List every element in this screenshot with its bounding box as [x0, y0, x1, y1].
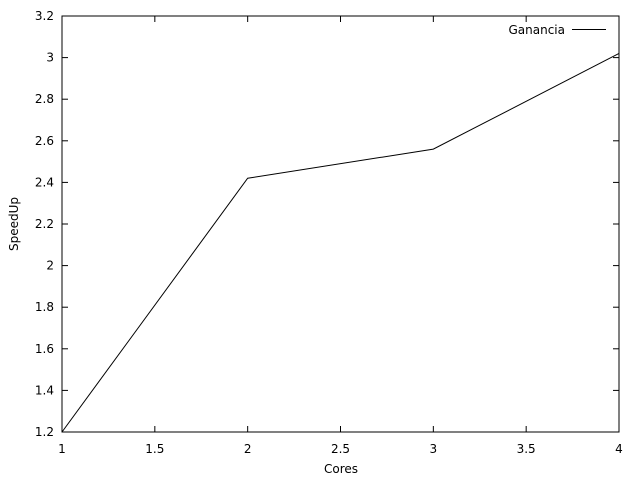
- y-tick-label: 1.2: [35, 425, 54, 439]
- x-tick-label: 2: [244, 442, 252, 456]
- x-tick-label: 1: [58, 442, 66, 456]
- y-tick-label: 2.8: [35, 92, 54, 106]
- y-axis-label: SpeedUp: [7, 197, 21, 251]
- y-tick-label: 3.2: [35, 9, 54, 23]
- y-tick-label: 2.4: [35, 175, 54, 189]
- y-tick-label: 1.4: [35, 383, 54, 397]
- x-tick-label: 3.5: [517, 442, 536, 456]
- y-tick-label: 2.6: [35, 134, 54, 148]
- x-tick-label: 3: [430, 442, 438, 456]
- plot-border: [61, 15, 620, 433]
- tick-marks: [61, 15, 620, 433]
- y-tick-label: 2.2: [35, 217, 54, 231]
- tick-labels: 1 1.5 2 2.5 3 3.5 4 1.2 1.4 1.6 1.8 2 2.2 2.4 2.6 2.8 3 3…: [35, 9, 623, 456]
- x-tick-label: 1.5: [145, 442, 164, 456]
- plot-frame: [61, 15, 620, 433]
- series-line-ganancia: [61, 52, 620, 433]
- x-tick-label: 2.5: [331, 442, 350, 456]
- series-lines: [61, 52, 620, 433]
- x-tick-label: 4: [615, 442, 623, 456]
- y-tick-label: 2: [46, 259, 54, 273]
- y-tick-label: 3: [46, 51, 54, 65]
- legend: Ganancia: [508, 23, 606, 37]
- x-axis-label: Cores: [324, 462, 358, 476]
- legend-label: Ganancia: [508, 23, 565, 37]
- y-tick-label: 1.6: [35, 342, 54, 356]
- y-tick-label: 1.8: [35, 300, 54, 314]
